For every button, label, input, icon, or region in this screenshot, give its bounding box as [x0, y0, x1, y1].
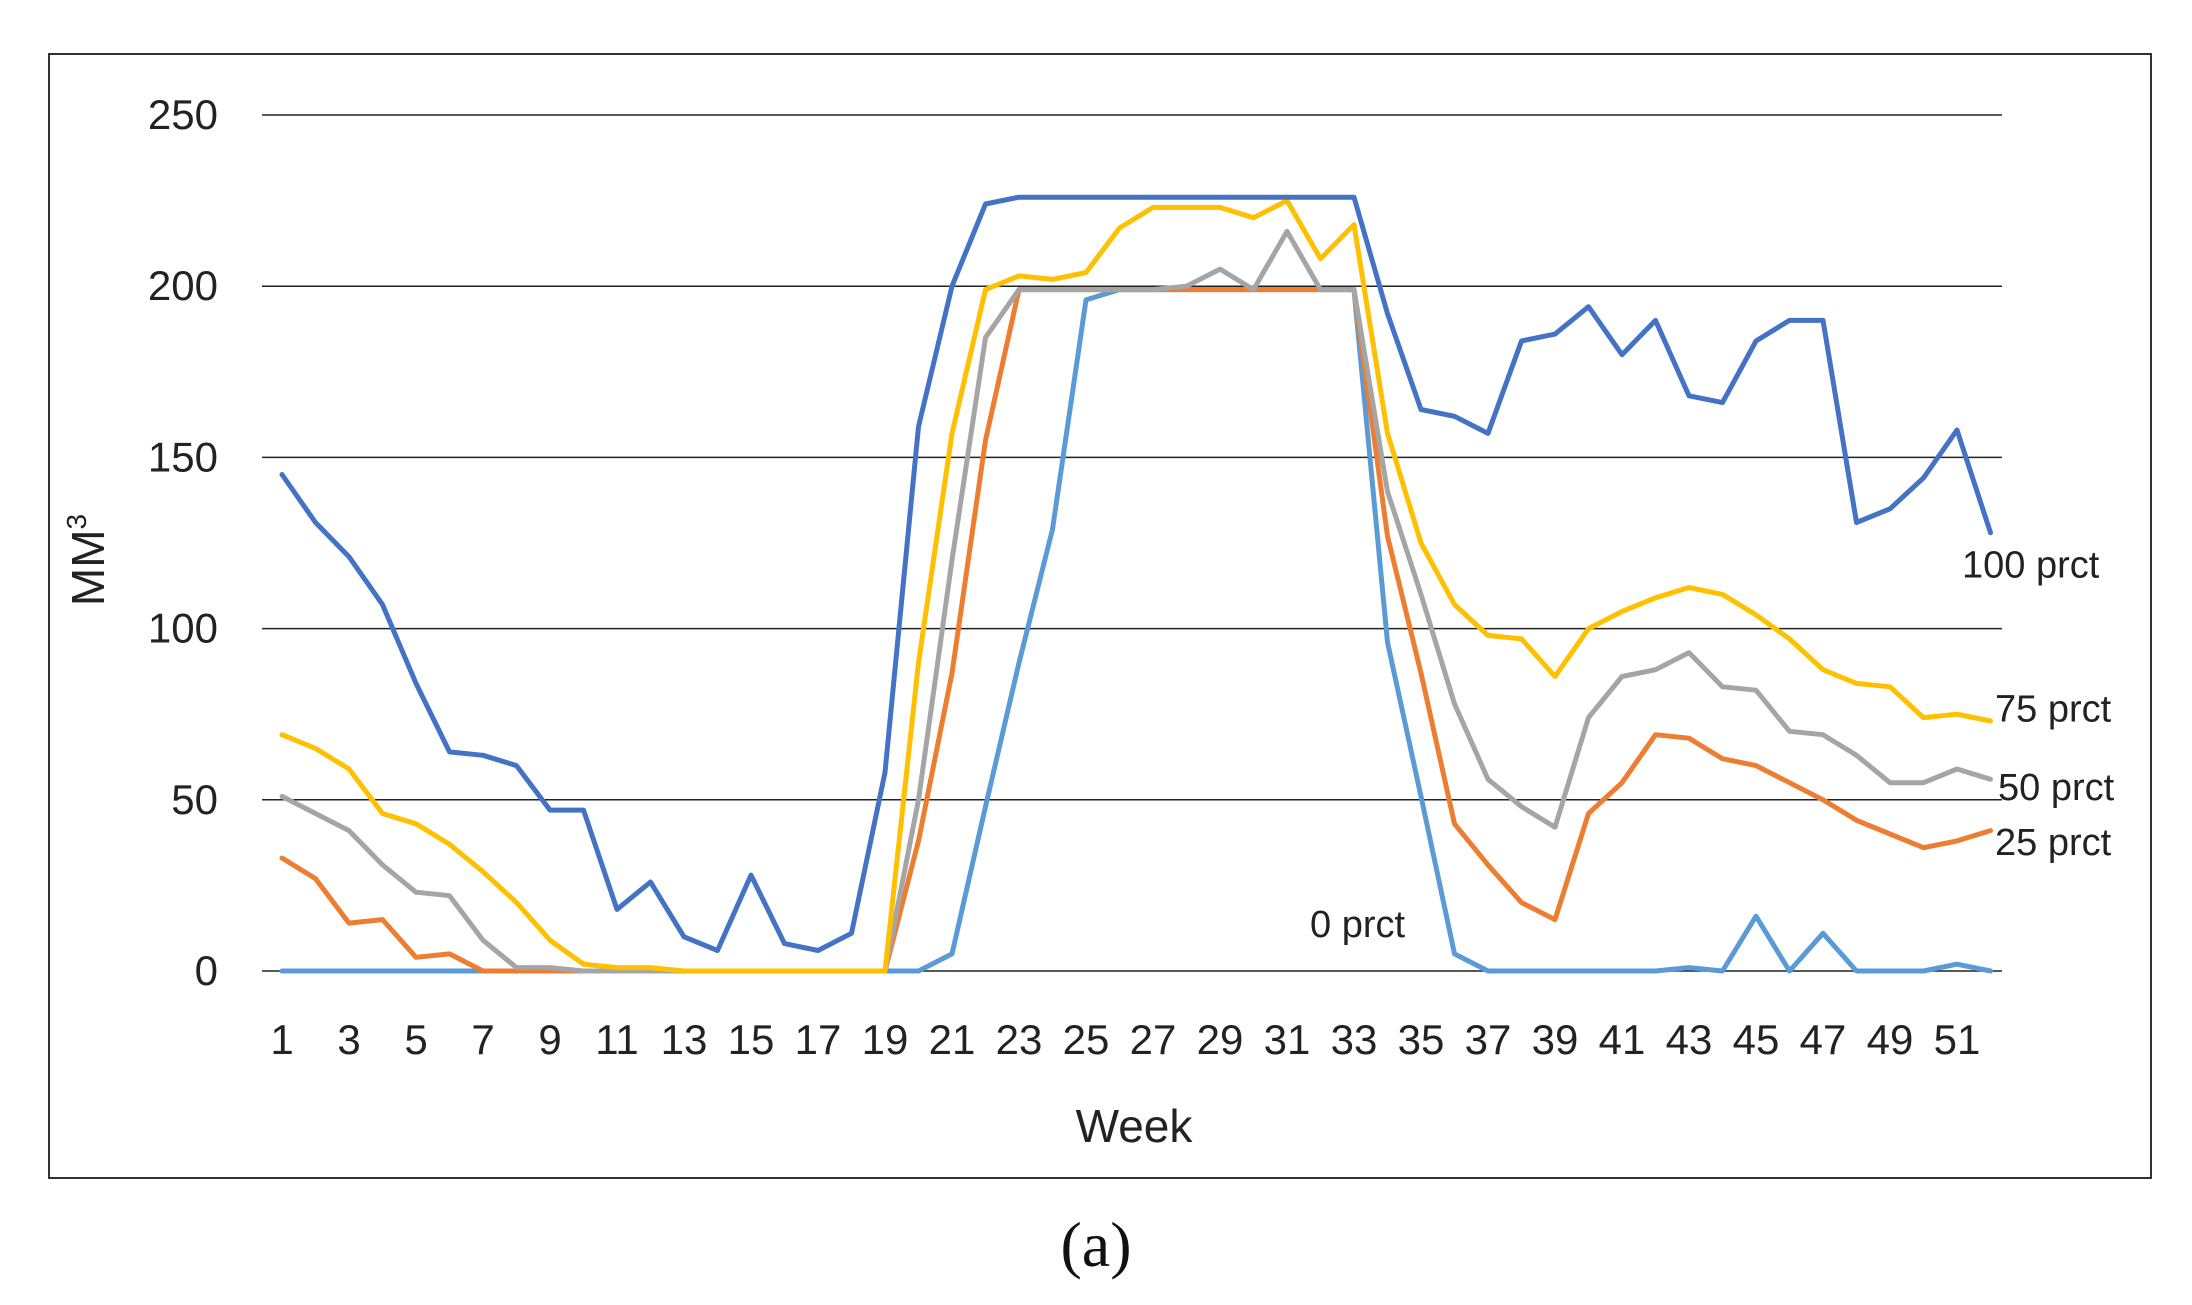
series-label-100-prct: 100 prct: [1962, 545, 2100, 587]
series-label-0-prct: 0 prct: [1310, 904, 1405, 946]
x-tick-label: 29: [1197, 1016, 1244, 1063]
y-tick-label: 0: [195, 947, 218, 994]
x-tick-label: 37: [1465, 1016, 1512, 1063]
series-line-75-prct: [279, 198, 1993, 974]
x-tick-label: 5: [404, 1016, 427, 1063]
figure-caption: (a): [1060, 1209, 1131, 1280]
x-tick-label: 23: [996, 1016, 1043, 1063]
x-tick-label: 21: [929, 1016, 976, 1063]
x-tick-label: 31: [1264, 1016, 1311, 1063]
series-label-75-prct: 75 prct: [1995, 688, 2112, 730]
series-label-25-prct: 25 prct: [1995, 822, 2112, 864]
x-tick-label: 45: [1733, 1016, 1780, 1063]
y-tick-label: 250: [148, 91, 218, 138]
x-tick-label: 15: [728, 1016, 775, 1063]
x-tick-label: 41: [1599, 1016, 1646, 1063]
x-tick-label: 17: [795, 1016, 842, 1063]
x-tick-label: 3: [337, 1016, 360, 1063]
y-axis-title-text: MM: [62, 529, 114, 606]
y-axis-title-superscript: 3: [61, 514, 92, 530]
x-tick-label: 27: [1130, 1016, 1177, 1063]
x-tick-label: 13: [661, 1016, 708, 1063]
y-axis-ticks: 0 50 100 150 200 250: [148, 91, 218, 994]
y-tick-label: 200: [148, 262, 218, 309]
x-axis-ticks: 1 3 5 7 9 11 13 15 17 19 21 23 25 27 29 31 33 35 37 39 41 43 4…: [270, 1016, 1980, 1063]
x-axis-title: Week: [1076, 1100, 1194, 1152]
y-tick-label: 50: [171, 776, 218, 823]
x-tick-label: 19: [862, 1016, 909, 1063]
x-tick-label: 39: [1532, 1016, 1579, 1063]
x-tick-label: 11: [595, 1016, 639, 1063]
y-tick-label: 100: [148, 605, 218, 652]
series-line-100-prct: [279, 194, 1993, 953]
x-tick-label: 35: [1398, 1016, 1445, 1063]
y-axis-title: MM3: [61, 514, 114, 606]
series-line-50-prct: [279, 228, 1993, 974]
x-tick-label: 51: [1934, 1016, 1981, 1063]
x-tick-label: 25: [1063, 1016, 1110, 1063]
x-tick-label: 9: [538, 1016, 561, 1063]
y-tick-label: 150: [148, 433, 218, 480]
x-tick-label: 47: [1800, 1016, 1847, 1063]
x-tick-label: 1: [270, 1016, 293, 1063]
series-labels: 100 prct 75 prct 50 prct 25 prct 0 prct: [1310, 545, 2115, 947]
x-tick-label: 7: [471, 1016, 494, 1063]
x-tick-label: 49: [1867, 1016, 1914, 1063]
chart-border: [48, 53, 2152, 1179]
x-tick-label: 43: [1666, 1016, 1713, 1063]
series-label-50-prct: 50 prct: [1998, 767, 2115, 809]
x-tick-label: 33: [1331, 1016, 1378, 1063]
series-lines: [279, 194, 1993, 974]
